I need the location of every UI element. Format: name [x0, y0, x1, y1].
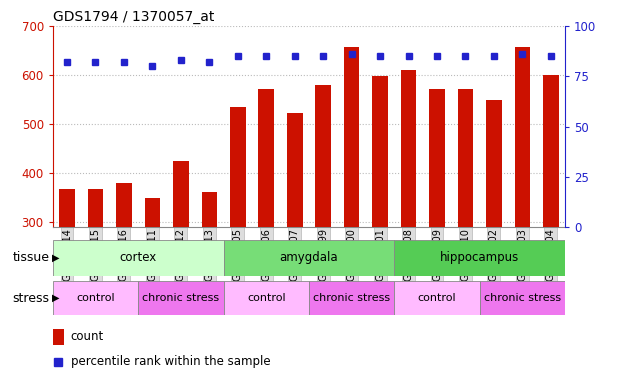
Bar — [88, 189, 103, 227]
Bar — [173, 161, 189, 227]
Text: chronic stress: chronic stress — [313, 293, 390, 303]
Bar — [287, 113, 302, 227]
Text: ▶: ▶ — [52, 293, 60, 303]
Bar — [230, 107, 246, 227]
Bar — [515, 47, 530, 227]
Text: chronic stress: chronic stress — [142, 293, 219, 303]
Bar — [309, 281, 394, 315]
Text: control: control — [418, 293, 456, 303]
Text: percentile rank within the sample: percentile rank within the sample — [71, 356, 270, 368]
Text: ▶: ▶ — [52, 253, 60, 263]
Text: tissue: tissue — [12, 251, 50, 264]
Bar — [394, 240, 565, 276]
Bar — [344, 47, 360, 227]
Text: stress: stress — [12, 292, 50, 304]
Bar — [224, 281, 309, 315]
Bar — [458, 89, 473, 227]
Bar — [394, 281, 480, 315]
Bar — [53, 329, 64, 345]
Text: control: control — [247, 293, 286, 303]
Text: cortex: cortex — [120, 251, 156, 264]
Bar — [258, 89, 274, 227]
Bar — [372, 76, 388, 227]
Bar — [53, 240, 224, 276]
Text: hippocampus: hippocampus — [440, 251, 519, 264]
Bar — [480, 281, 565, 315]
Text: count: count — [71, 330, 104, 343]
Bar — [429, 89, 445, 227]
Text: control: control — [76, 293, 115, 303]
Bar — [59, 189, 75, 227]
Bar — [543, 75, 559, 227]
Bar — [116, 183, 132, 227]
Bar — [486, 100, 502, 227]
Bar — [201, 192, 217, 227]
Text: chronic stress: chronic stress — [484, 293, 561, 303]
Text: GDS1794 / 1370057_at: GDS1794 / 1370057_at — [53, 10, 214, 24]
Bar — [224, 240, 394, 276]
Bar — [53, 281, 138, 315]
Bar — [315, 85, 331, 227]
Bar — [401, 70, 417, 227]
Text: amygdala: amygdala — [279, 251, 338, 264]
Bar — [138, 281, 224, 315]
Bar — [145, 198, 160, 227]
